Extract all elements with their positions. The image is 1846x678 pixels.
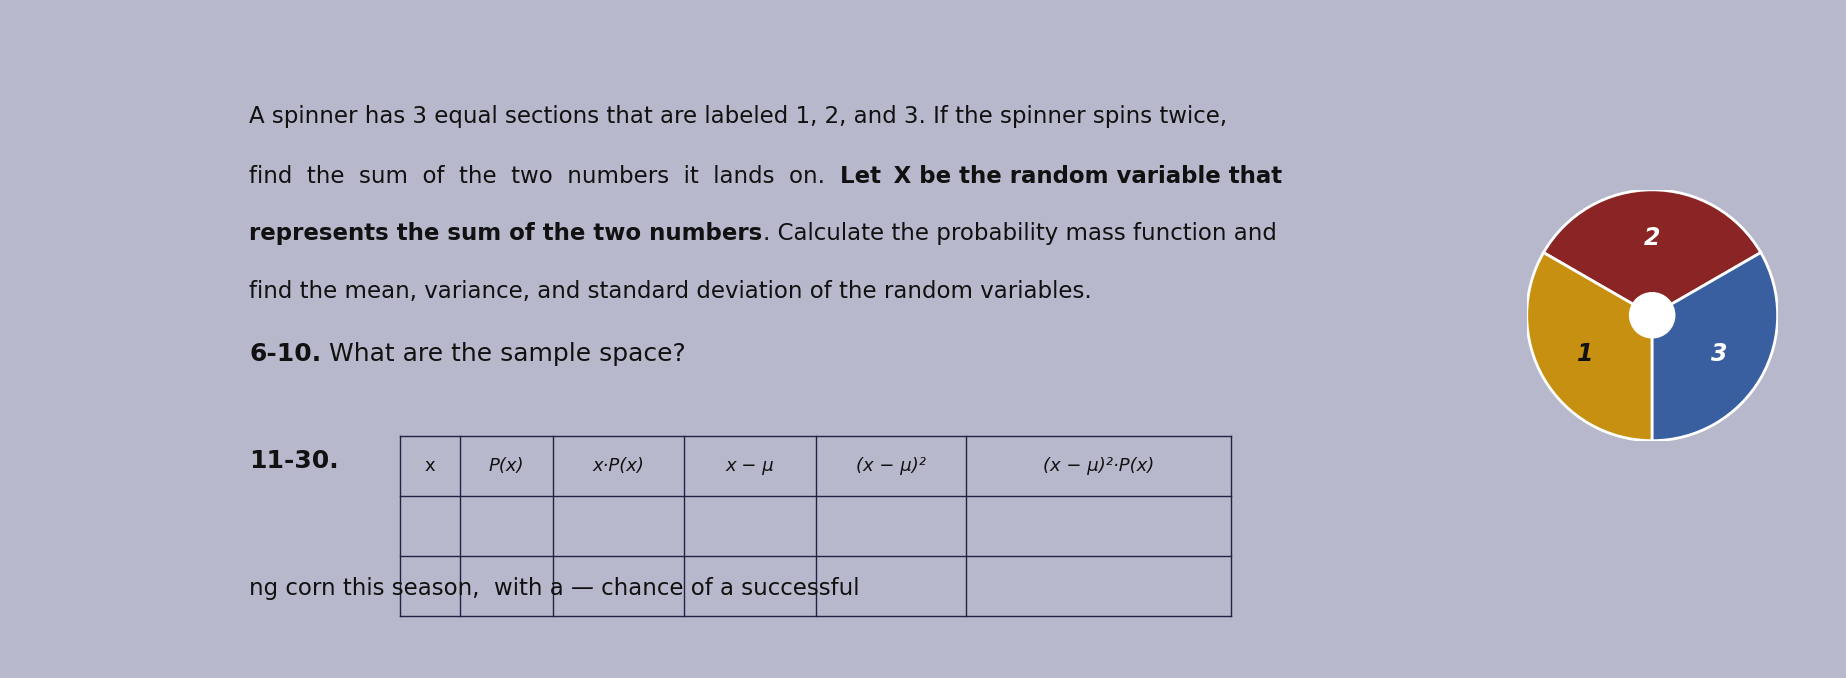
Text: (x − μ)²·P(x): (x − μ)²·P(x) — [1043, 458, 1154, 475]
Text: find  the  sum  of  the  two  numbers  it  lands  on.: find the sum of the two numbers it lands… — [249, 165, 840, 188]
Text: ng corn this season,  with a — chance of a successful: ng corn this season, with a — chance of … — [249, 578, 860, 600]
Text: 11-30.: 11-30. — [249, 450, 340, 473]
Text: . Calculate the probability mass function and: . Calculate the probability mass functio… — [762, 222, 1276, 245]
Text: Let  X be the random variable that: Let X be the random variable that — [840, 165, 1281, 188]
Text: (x − μ)²: (x − μ)² — [857, 458, 927, 475]
Text: x: x — [425, 458, 436, 475]
Text: x − μ: x − μ — [725, 458, 775, 475]
Text: 1: 1 — [1576, 342, 1593, 366]
Text: 3: 3 — [1711, 342, 1728, 366]
Text: 6-10.: 6-10. — [249, 342, 321, 366]
Text: 2: 2 — [1645, 226, 1660, 250]
Wedge shape — [1527, 253, 1652, 441]
Text: x·P(x): x·P(x) — [593, 458, 644, 475]
Text: A spinner has 3 equal sections that are labeled 1, 2, and 3. If the spinner spin: A spinner has 3 equal sections that are … — [249, 105, 1228, 128]
Circle shape — [1630, 293, 1674, 338]
Wedge shape — [1652, 253, 1778, 441]
Text: P(x): P(x) — [489, 458, 524, 475]
Text: What are the sample space?: What are the sample space? — [321, 342, 687, 366]
Text: find the mean, variance, and standard deviation of the random variables.: find the mean, variance, and standard de… — [249, 280, 1093, 303]
Text: represents the sum of the two numbers: represents the sum of the two numbers — [249, 222, 762, 245]
Wedge shape — [1543, 190, 1761, 315]
